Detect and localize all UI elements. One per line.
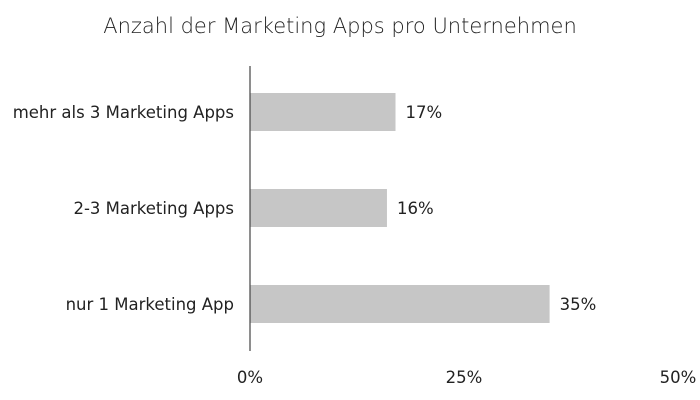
category-label-1: 2-3 Marketing Apps — [73, 199, 234, 218]
chart-title: Anzahl der Marketing Apps pro Unternehme… — [103, 14, 577, 38]
x-axis-ticks: 0% 25% 50% — [237, 368, 696, 387]
category-label-0: mehr als 3 Marketing Apps — [13, 103, 234, 122]
category-label-2: nur 1 Marketing App — [66, 295, 234, 314]
bar-0 — [250, 93, 396, 131]
labels-layer: mehr als 3 Marketing Apps 17% 2-3 Marketin… — [13, 103, 597, 314]
x-tick-label-1: 25% — [446, 368, 483, 387]
bars-layer — [250, 93, 550, 323]
value-label-2: 35% — [560, 295, 597, 314]
x-tick-label-2: 50% — [660, 368, 697, 387]
x-tick-label-0: 0% — [237, 368, 263, 387]
bar-2 — [250, 285, 550, 323]
value-label-0: 17% — [406, 103, 443, 122]
bar-1 — [250, 189, 387, 227]
value-label-1: 16% — [397, 199, 434, 218]
